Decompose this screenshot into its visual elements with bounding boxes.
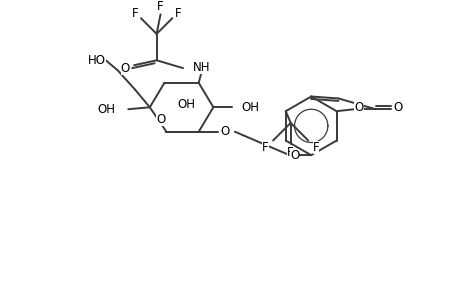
- Text: F: F: [131, 7, 138, 20]
- Text: OH: OH: [177, 98, 195, 111]
- Text: OH: OH: [97, 103, 115, 116]
- Text: F: F: [174, 7, 181, 20]
- Text: F: F: [312, 141, 319, 154]
- Text: F: F: [287, 146, 293, 159]
- Text: O: O: [289, 149, 298, 162]
- Text: OH: OH: [241, 101, 259, 114]
- Text: O: O: [220, 125, 229, 138]
- Text: HO: HO: [88, 54, 106, 67]
- Text: O: O: [156, 113, 165, 126]
- Text: NH: NH: [192, 61, 210, 74]
- Text: O: O: [354, 101, 363, 114]
- Text: F: F: [157, 0, 163, 13]
- Text: F: F: [261, 141, 268, 154]
- Text: O: O: [120, 61, 129, 75]
- Text: O: O: [393, 101, 402, 114]
